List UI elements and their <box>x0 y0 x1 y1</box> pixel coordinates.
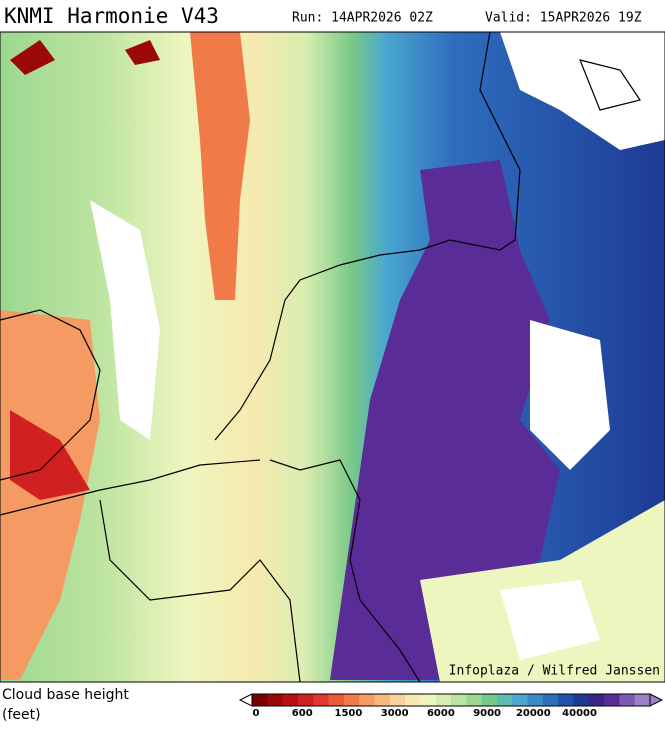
coastline <box>479 32 521 251</box>
colorbar-swatch <box>634 694 651 706</box>
colorbar-swatch <box>252 694 268 706</box>
colorbar-swatch <box>604 694 620 706</box>
map: Infoplaza / Wilfred Janssen <box>0 31 665 683</box>
colorbar-swatch <box>328 694 345 706</box>
colorbar-label: 20000 <box>516 708 551 719</box>
colorbar: 0 600 1500 3000 6000 9000 20000 40000 <box>238 693 664 719</box>
colorbar-label: 6000 <box>427 708 455 719</box>
colorbar-swatch <box>282 694 299 706</box>
colorbar-label: 3000 <box>381 708 409 719</box>
colorbar-swatch <box>496 694 513 706</box>
colorbar-swatch <box>313 694 330 706</box>
colorbar-swatch <box>466 694 483 706</box>
border <box>0 459 261 516</box>
border <box>99 499 301 682</box>
valid-time: Valid: 15APR2026 19Z <box>485 11 642 26</box>
legend-unit: (feet) <box>2 707 41 723</box>
coastline <box>579 59 641 111</box>
high-cloud-area <box>330 160 560 680</box>
colorbar-swatch <box>558 694 574 706</box>
clear-area <box>90 200 160 440</box>
colorbar-swatch <box>374 694 391 706</box>
colorbar-label: 1500 <box>335 708 363 719</box>
clear-area <box>500 32 665 150</box>
colorbar-swatch <box>451 694 467 706</box>
run-time: Run: 14APR2026 02Z <box>292 11 433 26</box>
coastline <box>214 239 501 441</box>
clear-area <box>530 320 610 470</box>
border <box>269 459 421 682</box>
colorbar-swatch <box>343 694 360 706</box>
colorbar-swatch <box>405 694 421 706</box>
low-cloud-core <box>10 410 90 500</box>
colorbar-label: 0 <box>253 708 260 719</box>
colorbar-swatch <box>619 694 636 706</box>
credit: Infoplaza / Wilfred Janssen <box>449 664 660 679</box>
low-cloud-band <box>190 32 250 300</box>
colorbar-label: 9000 <box>473 708 501 719</box>
colorbar-swatch <box>267 694 284 706</box>
low-cloud-core <box>10 40 55 75</box>
coastlines <box>0 32 641 682</box>
colorbar-swatch <box>588 694 605 706</box>
colorbar-frame <box>251 693 651 707</box>
colorbar-swatch <box>512 694 529 706</box>
coastline <box>0 309 101 481</box>
colorbar-swatch <box>389 694 406 706</box>
title: KNMI Harmonie V43 <box>4 4 219 28</box>
colorbar-label: 600 <box>292 708 313 719</box>
clear-area <box>500 580 600 660</box>
colorbar-swatch <box>573 694 590 706</box>
colorbar-swatch <box>420 694 437 706</box>
colorbar-swatch <box>527 694 544 706</box>
low-cloud-core <box>125 40 160 65</box>
colorbar-swatch <box>542 694 559 706</box>
colorbar-swatch <box>297 694 314 706</box>
colorbar-label: 40000 <box>562 708 597 719</box>
colorbar-swatch <box>435 694 452 706</box>
colorbar-swatch <box>481 694 498 706</box>
legend-title: Cloud base height <box>2 687 129 703</box>
colorbar-swatch <box>359 694 375 706</box>
map-frame <box>0 31 665 683</box>
